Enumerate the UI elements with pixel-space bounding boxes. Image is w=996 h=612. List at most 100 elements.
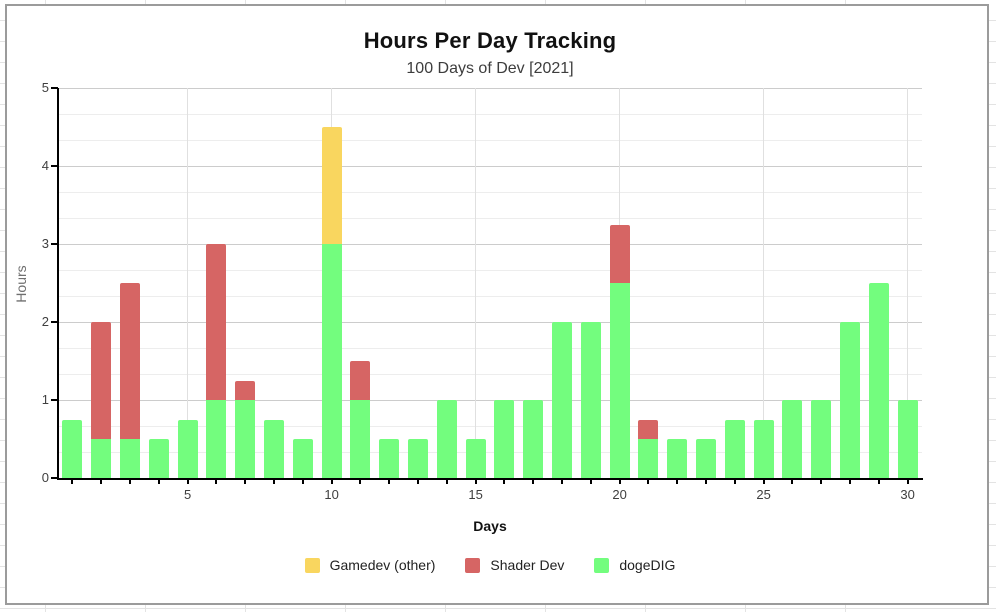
bar-segment-shader-dev[interactable] [609,224,630,283]
bar-segment-dogedig[interactable] [638,439,659,478]
x-axis-tick [71,480,74,484]
y-tick-label: 4 [41,158,49,173]
bar-segment-dogedig[interactable] [753,419,774,478]
bar-segment-dogedig[interactable] [264,419,284,478]
x-axis-tick [561,480,563,484]
bar-segment-dogedig[interactable] [667,439,688,478]
bar-segment-dogedig[interactable] [465,439,486,478]
bar-segment-dogedig[interactable] [523,400,544,478]
bar-segment-shader-dev[interactable] [206,244,227,400]
bar-segment-dogedig[interactable] [811,400,832,478]
x-tick-label: 10 [324,487,339,502]
x-axis-tick [906,480,909,484]
x-axis-tick [359,480,362,484]
bar-segment-dogedig[interactable] [408,439,428,478]
bar-segment-dogedig[interactable] [580,322,601,478]
x-axis-tick [589,480,592,484]
chart-subtitle: 100 Days of Dev [2021] [406,60,574,77]
major-gridline [58,88,922,89]
x-tick-label: 5 [183,487,192,502]
bar-segment-dogedig[interactable] [609,283,630,478]
bar-segment-dogedig[interactable] [350,400,371,478]
x-axis-tick [129,480,131,484]
bar-segment-dogedig[interactable] [321,244,342,478]
bar-segment-dogedig[interactable] [868,283,889,478]
x-axis-tick [762,480,765,484]
bar-segment-gamedev-other-[interactable] [321,127,342,244]
y-tick-label: 1 [41,392,49,407]
bar-segment-dogedig[interactable] [206,400,227,478]
bar-segment-dogedig[interactable] [782,400,803,478]
bar-segment-dogedig[interactable] [724,419,745,478]
legend-item-dogedig[interactable]: dogeDIG [594,557,675,573]
legend-item-gamedev-other-[interactable]: Gamedev (other) [304,557,436,573]
legend-label: Gamedev (other) [329,557,436,573]
minor-gridline [58,140,922,141]
bar-segment-dogedig[interactable] [897,400,918,478]
x-axis-tick [301,480,304,484]
x-axis-tick [503,480,506,484]
bar-segment-dogedig[interactable] [494,400,515,478]
bar-segment-shader-dev[interactable] [91,322,112,439]
vertical-gridline [907,88,909,478]
y-axis-tick [51,87,58,89]
x-axis-tick [186,480,189,484]
chart-card[interactable]: Hours Per Day Tracking 100 Days of Dev [… [5,4,989,605]
plot-area [58,88,922,478]
y-axis-line [57,88,59,480]
x-axis-tick [676,480,679,484]
chart-legend: Gamedev (other) Shader Dev dogeDIG [58,557,922,573]
x-axis-tick [733,480,736,484]
x-axis-tick [647,480,650,484]
x-axis-tick [388,480,391,484]
bar-segment-dogedig[interactable] [177,419,198,478]
bar-segment-dogedig[interactable] [91,439,112,478]
minor-gridline [58,270,922,271]
legend-item-shader-dev[interactable]: Shader Dev [465,557,564,573]
x-tick-label: 30 [900,487,915,502]
x-axis-title: Days [473,518,507,534]
bar-segment-shader-dev[interactable] [235,380,256,400]
y-tick-label: 2 [41,314,49,329]
bar-segment-dogedig[interactable] [62,419,83,478]
bar-segment-dogedig[interactable] [436,400,457,478]
x-axis-tick [849,480,851,484]
vertical-gridline [763,88,765,478]
legend-swatch-icon [594,557,610,573]
minor-gridline [58,114,922,115]
bar-segment-dogedig[interactable] [120,439,140,478]
legend-label: Shader Dev [490,557,565,573]
bar-segment-dogedig[interactable] [379,439,400,478]
bar-segment-shader-dev[interactable] [638,419,659,439]
minor-gridline [58,192,922,193]
bar-segment-shader-dev[interactable] [350,361,371,400]
x-axis-tick [157,480,160,484]
bar-segment-shader-dev[interactable] [120,283,140,439]
minor-gridline [58,374,922,375]
x-axis-line [57,478,923,480]
bar-segment-dogedig[interactable] [840,322,860,478]
x-axis-tick [330,480,333,484]
x-tick-label: 20 [612,487,627,502]
x-axis-tick [215,480,218,484]
x-axis-tick [791,480,794,484]
minor-gridline [58,218,922,219]
bar-segment-dogedig[interactable] [148,439,169,478]
x-axis-tick [705,480,707,484]
y-axis-title: Hours [13,265,29,303]
bar-segment-dogedig[interactable] [696,439,716,478]
major-gridline [58,322,922,323]
x-axis-tick [820,480,823,484]
major-gridline [58,166,922,167]
vertical-gridline [475,88,477,478]
y-axis-tick [51,321,58,323]
x-axis-tick [273,480,275,484]
bar-segment-dogedig[interactable] [552,322,572,478]
y-axis-tick [51,165,58,167]
bar-segment-dogedig[interactable] [235,400,256,478]
x-axis-tick [532,480,535,484]
bar-segment-dogedig[interactable] [292,439,313,478]
y-axis-tick [51,399,58,401]
vertical-gridline [187,88,189,478]
